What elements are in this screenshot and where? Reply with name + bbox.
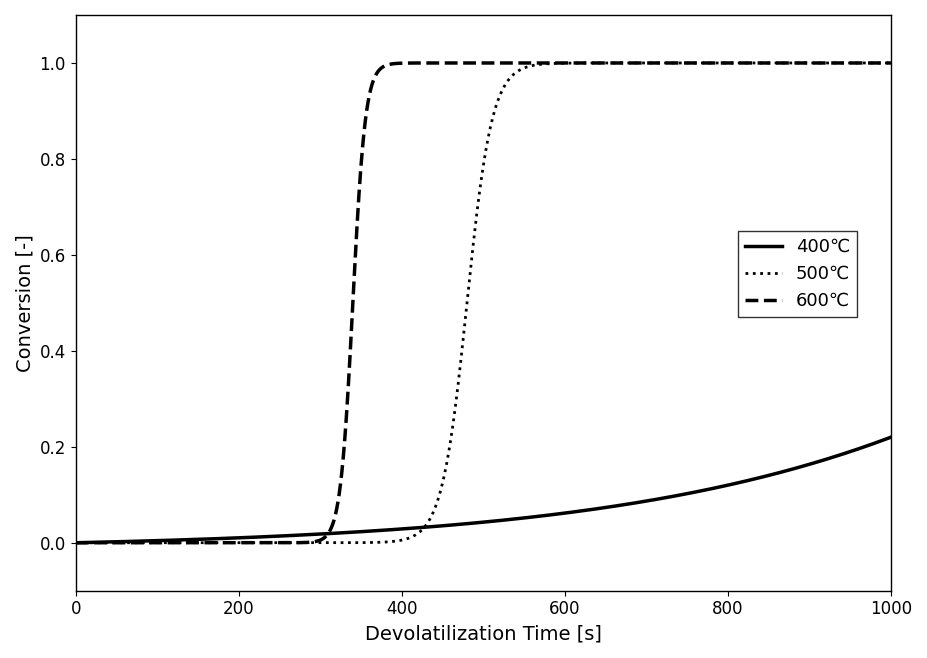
400℃: [885, 433, 896, 441]
Line: 500℃: 500℃: [76, 63, 891, 543]
500℃: [885, 59, 896, 67]
500℃: [559, 59, 570, 67]
600℃: [885, 59, 896, 67]
500℃: [741, 59, 752, 67]
Legend: 400℃, 500℃, 600℃: 400℃, 500℃, 600℃: [738, 231, 857, 317]
400℃: [679, 490, 690, 498]
500℃: [601, 59, 612, 67]
500℃: [382, 538, 393, 546]
600℃: [601, 59, 612, 67]
Line: 600℃: 600℃: [76, 63, 891, 543]
600℃: [679, 59, 690, 67]
500℃: [70, 539, 82, 547]
600℃: [578, 59, 589, 67]
400℃: [218, 534, 229, 542]
Y-axis label: Conversion [-]: Conversion [-]: [15, 234, 34, 372]
600℃: [741, 59, 752, 67]
400℃: [741, 477, 752, 485]
Line: 400℃: 400℃: [76, 437, 891, 543]
500℃: [679, 59, 690, 67]
X-axis label: Devolatilization Time [s]: Devolatilization Time [s]: [365, 624, 602, 643]
600℃: [218, 539, 229, 547]
600℃: [559, 59, 570, 67]
500℃: [218, 539, 229, 547]
400℃: [382, 526, 393, 534]
400℃: [601, 503, 612, 511]
600℃: [70, 539, 82, 547]
400℃: [559, 509, 570, 517]
600℃: [382, 61, 393, 69]
400℃: [70, 539, 82, 547]
